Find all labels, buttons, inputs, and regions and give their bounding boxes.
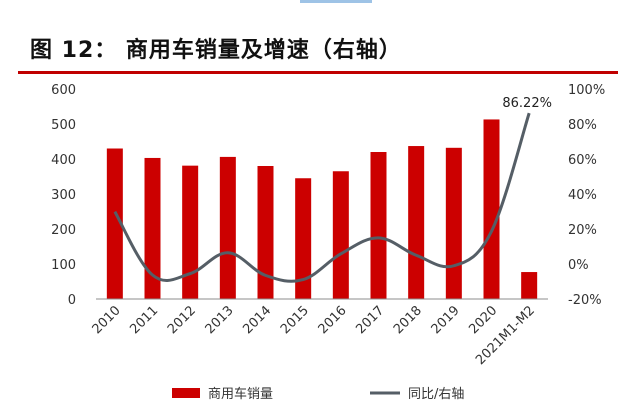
x-tick-label: 2017 (353, 303, 387, 337)
legend: 商用车销量 同比/右轴 (172, 386, 464, 402)
y-left-tick-label: 100 (51, 258, 76, 273)
y-left-tick-label: 0 (68, 293, 76, 308)
y-right-tick-label: 20% (568, 223, 597, 238)
x-tick-label: 2012 (165, 303, 199, 337)
axes-group: 0 100 200 300 400 500 600 -20% 0% 20% 40% 60% 80% 100… (51, 83, 605, 368)
line-series-group: 86.22% (113, 96, 552, 283)
bar-2018 (408, 146, 425, 299)
bar-2013 (219, 156, 236, 299)
bar-2016 (332, 171, 349, 299)
bar-series-group (106, 119, 538, 299)
bar-2017 (370, 152, 387, 299)
bar-2021M1-M2 (521, 272, 538, 299)
top-accent-bar (300, 0, 372, 3)
figure-title: 图 12： 商用车销量及增速（右轴） (30, 38, 402, 63)
y-right-tick-label: 100% (568, 83, 605, 98)
figure-header: 图 12： 商用车销量及增速（右轴） (18, 22, 618, 74)
y-right-tick-label: 0% (568, 258, 589, 273)
legend-swatch-bar (172, 388, 200, 398)
y-right-tick-label: 40% (568, 188, 597, 203)
bar-2020 (483, 119, 500, 299)
y-left-tick-label: 400 (51, 153, 76, 168)
bar-2010 (106, 148, 123, 299)
y-left-tick-label: 200 (51, 223, 76, 238)
y-left-tick-label: 600 (51, 83, 76, 98)
x-tick-label: 2014 (240, 303, 274, 337)
title-underline (18, 71, 618, 74)
x-tick-label: 2015 (278, 303, 312, 337)
y-right-tick-label: -20% (568, 293, 602, 308)
yoy-line (113, 112, 531, 283)
y-right-tick-label: 80% (568, 118, 597, 133)
x-tick-label: 2016 (316, 303, 350, 337)
bar-2011 (144, 157, 161, 299)
bar-2014 (257, 166, 274, 299)
bar-2012 (182, 165, 199, 299)
y-right-tick-label: 60% (568, 153, 597, 168)
x-tick-label: 2019 (429, 303, 463, 337)
x-tick-label: 2020 (466, 303, 500, 337)
bar-2019 (445, 147, 462, 299)
legend-label-line: 同比/右轴 (408, 387, 464, 402)
x-tick-label: 2018 (391, 303, 425, 337)
x-tick-label: 2010 (90, 303, 124, 337)
x-tick-label: 2011 (127, 303, 161, 337)
y-left-tick-label: 500 (51, 118, 76, 133)
y-left-tick-label: 300 (51, 188, 76, 203)
bar-2015 (295, 178, 312, 299)
x-tick-label: 2013 (203, 303, 237, 337)
legend-label-bar: 商用车销量 (208, 386, 273, 402)
annotation-label: 86.22% (502, 96, 552, 111)
